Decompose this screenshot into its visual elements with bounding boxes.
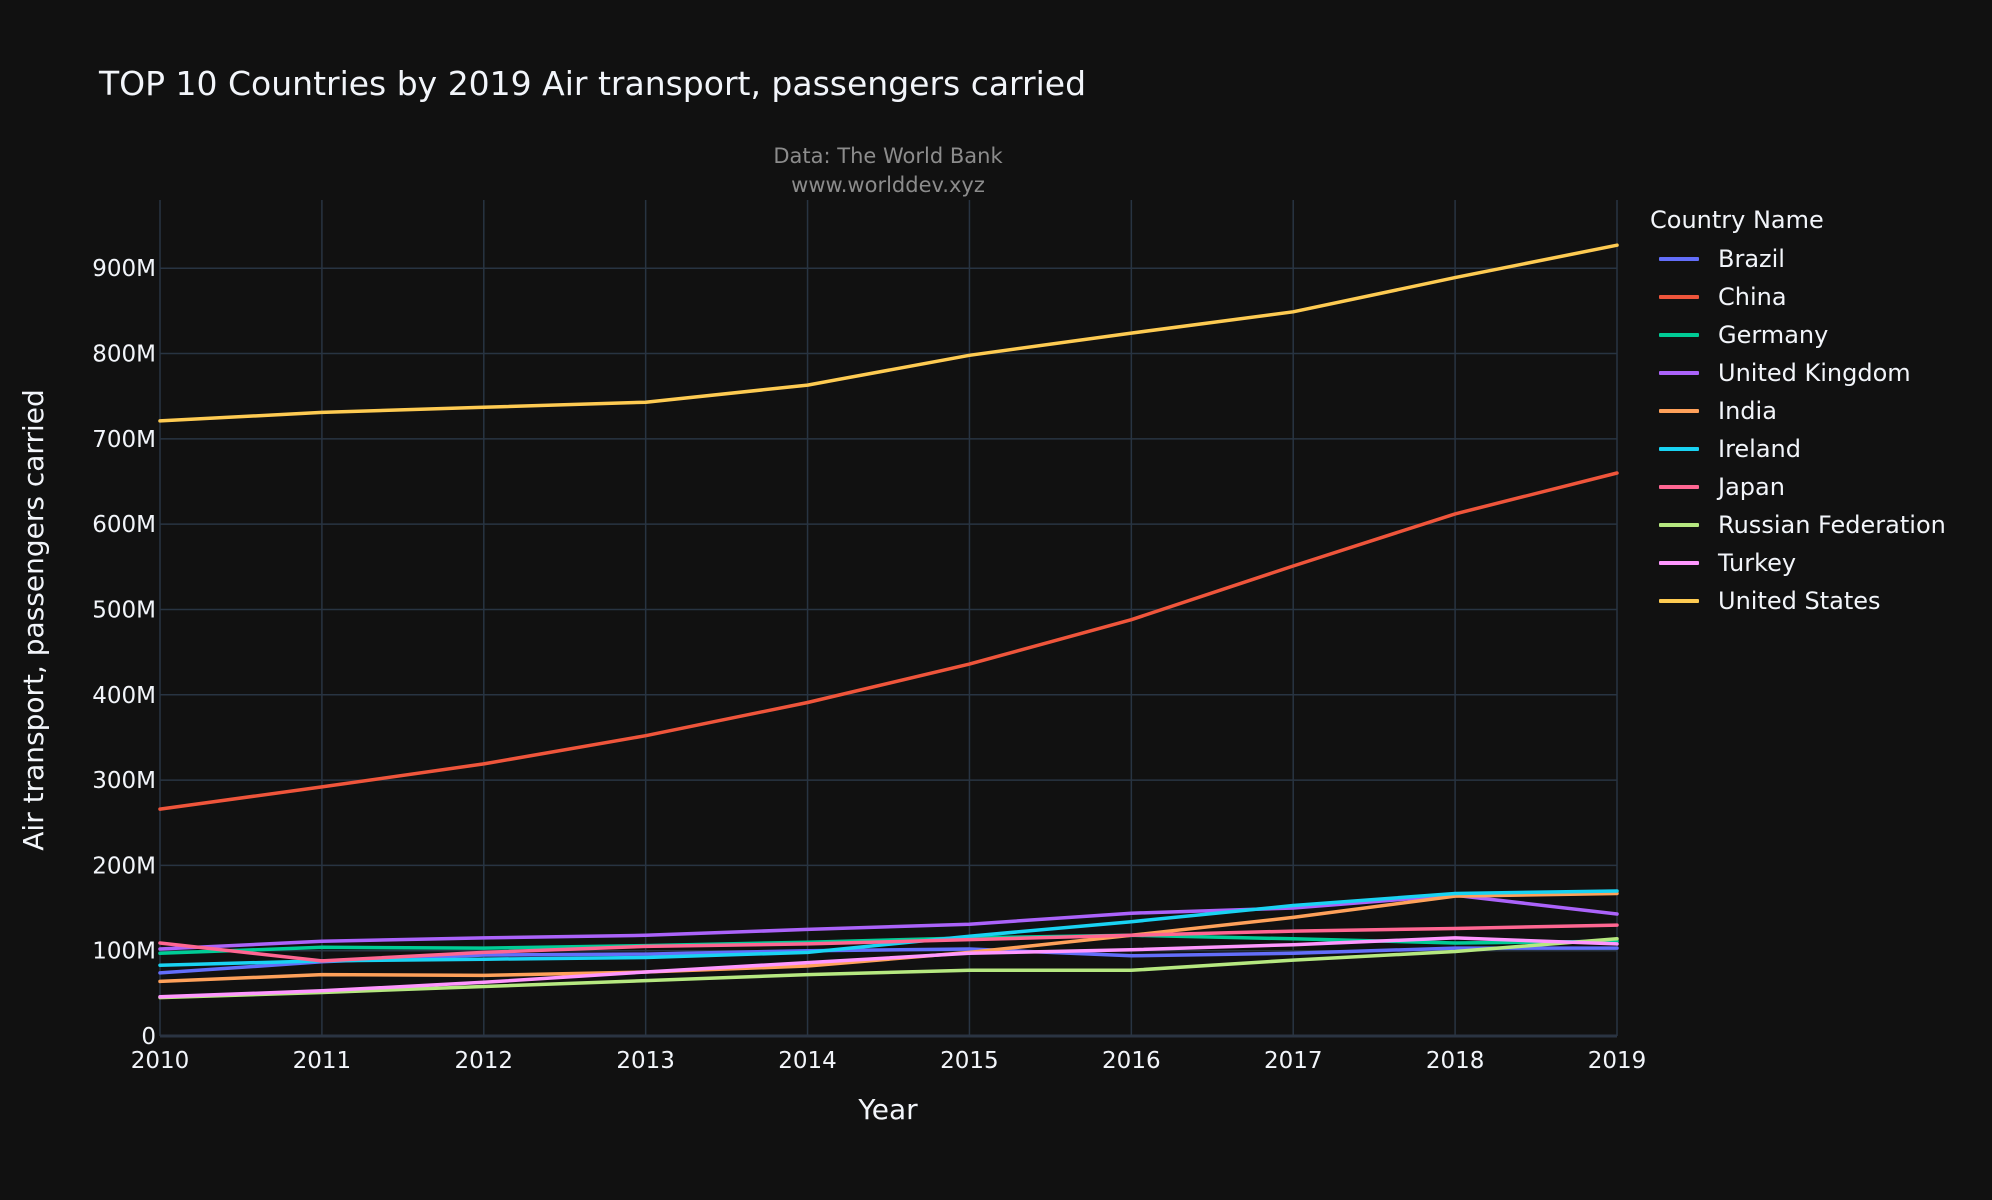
y-tick-label: 600M	[92, 512, 156, 538]
x-tick-label: 2010	[131, 1048, 190, 1074]
x-tick-label: 2016	[1102, 1048, 1161, 1074]
series-line-turkey[interactable]	[158, 936, 1619, 999]
y-tick-label: 800M	[92, 342, 156, 368]
legend-swatch	[1659, 561, 1699, 565]
series-lines	[158, 243, 1619, 1000]
y-tick-label: 900M	[92, 256, 156, 282]
legend-item-turkey[interactable]: Turkey	[1650, 544, 1946, 582]
legend-label: China	[1718, 283, 1787, 311]
chart-subtitle: Data: The World Bank www.worlddev.xyz	[0, 142, 1776, 200]
y-tick-label: 400M	[92, 683, 156, 709]
legend-item-brazil[interactable]: Brazil	[1650, 240, 1946, 278]
series-line-russian-federation[interactable]	[158, 937, 1619, 1000]
y-tick-label: 700M	[92, 427, 156, 453]
series-line-ireland[interactable]	[158, 889, 1619, 967]
legend-items: Brazil China Germany United Kingdom India Ire…	[1650, 240, 1946, 620]
legend-swatch	[1659, 371, 1699, 375]
legend-swatch	[1659, 599, 1699, 603]
legend-label: Germany	[1718, 321, 1829, 349]
legend-swatch	[1659, 257, 1699, 261]
legend-label: India	[1718, 397, 1777, 425]
subtitle-source: Data: The World Bank	[773, 144, 1003, 168]
x-tick-label: 2011	[293, 1048, 352, 1074]
y-tick-label: 0	[141, 1024, 156, 1050]
legend-swatch	[1659, 333, 1699, 337]
x-tick-label: 2012	[455, 1048, 514, 1074]
legend-item-germany[interactable]: Germany	[1650, 316, 1946, 354]
chart-title: TOP 10 Countries by 2019 Air transport, …	[99, 64, 1087, 103]
legend-label: Russian Federation	[1718, 511, 1946, 539]
legend-label: Japan	[1718, 473, 1785, 501]
legend-label: United States	[1718, 587, 1881, 615]
series-line-united-kingdom[interactable]	[158, 893, 1619, 951]
y-tick-label: 500M	[92, 597, 156, 623]
x-tick-label: 2019	[1588, 1048, 1647, 1074]
legend-item-japan[interactable]: Japan	[1650, 468, 1946, 506]
series-line-united-states[interactable]	[158, 243, 1619, 423]
y-tick-label: 300M	[92, 768, 156, 794]
series-line-china[interactable]	[158, 471, 1619, 811]
legend-swatch	[1659, 485, 1699, 489]
legend-item-russian-federation[interactable]: Russian Federation	[1650, 506, 1946, 544]
x-axis-title: Year	[857, 1093, 918, 1126]
x-tick-label: 2018	[1426, 1048, 1485, 1074]
legend-item-united-kingdom[interactable]: United Kingdom	[1650, 354, 1946, 392]
x-tick-label: 2015	[940, 1048, 999, 1074]
legend-swatch	[1659, 447, 1699, 451]
y-tick-label: 200M	[92, 853, 156, 879]
legend-item-united-states[interactable]: United States	[1650, 582, 1946, 620]
legend-label: Ireland	[1718, 435, 1802, 463]
legend-item-india[interactable]: India	[1650, 392, 1946, 430]
legend-label: United Kingdom	[1718, 359, 1911, 387]
legend-item-ireland[interactable]: Ireland	[1650, 430, 1946, 468]
legend: Country Name Brazil China Germany United Ki…	[1650, 206, 1946, 620]
gridlines	[159, 200, 1618, 1038]
y-axis-title: Air transport, passengers carried	[17, 389, 50, 850]
legend-swatch	[1659, 295, 1699, 299]
legend-item-china[interactable]: China	[1650, 278, 1946, 316]
y-tick-label: 100M	[92, 939, 156, 965]
x-tick-label: 2013	[616, 1048, 675, 1074]
x-tick-label: 2014	[778, 1048, 837, 1074]
series-line-india[interactable]	[158, 891, 1619, 984]
tick-labels: 2010 2011 2012 2013 2014 2015 2016 2017 2018 2019…	[92, 256, 1646, 1074]
legend-label: Brazil	[1718, 245, 1785, 273]
series-line-japan[interactable]	[158, 923, 1619, 963]
legend-swatch	[1659, 409, 1699, 413]
subtitle-website: www.worlddev.xyz	[791, 173, 985, 197]
legend-swatch	[1659, 523, 1699, 527]
x-tick-label: 2017	[1264, 1048, 1323, 1074]
legend-label: Turkey	[1718, 549, 1797, 577]
legend-title: Country Name	[1650, 206, 1824, 234]
